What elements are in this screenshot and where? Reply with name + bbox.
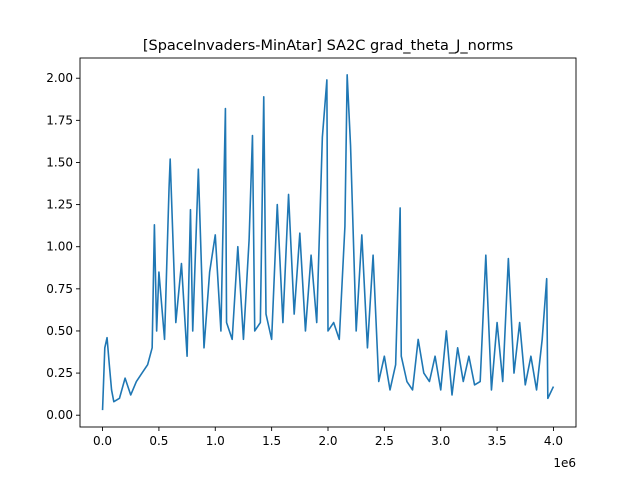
y-tick-label: 2.00	[46, 71, 73, 85]
x-tick-label: 1.5	[262, 434, 281, 448]
x-tick-label: 3.5	[488, 434, 507, 448]
y-tick-label: 0.00	[46, 408, 73, 422]
plot-area	[101, 74, 555, 411]
y-tick-label: 0.25	[46, 366, 73, 380]
chart-title: [SpaceInvaders-MinAtar] SA2C grad_theta_…	[143, 38, 513, 54]
x-tick-label: 3.0	[431, 434, 450, 448]
x-axis-offset-label: 1e6	[553, 456, 576, 470]
x-tick-label: 2.5	[375, 434, 394, 448]
y-tick-label: 0.50	[46, 324, 73, 338]
axes: 0.0 0.5 1.0 1.5 2.0 2.5 3.0 3.5 4.0 0.00 0.25 0.50 0…	[46, 57, 577, 448]
y-tick-label: 1.00	[46, 240, 73, 254]
y-tick-label: 1.50	[46, 155, 73, 169]
y-tick-label: 1.25	[46, 198, 73, 212]
x-tick-label: 0.0	[93, 434, 112, 448]
x-tick-label: 4.0	[544, 434, 563, 448]
y-tick-label: 1.75	[46, 113, 73, 127]
y-tick-label: 0.75	[46, 282, 73, 296]
x-tick-label: 0.5	[149, 434, 168, 448]
series-line-0	[101, 74, 555, 411]
x-tick-label: 1.0	[206, 434, 225, 448]
x-tick-label: 2.0	[318, 434, 337, 448]
